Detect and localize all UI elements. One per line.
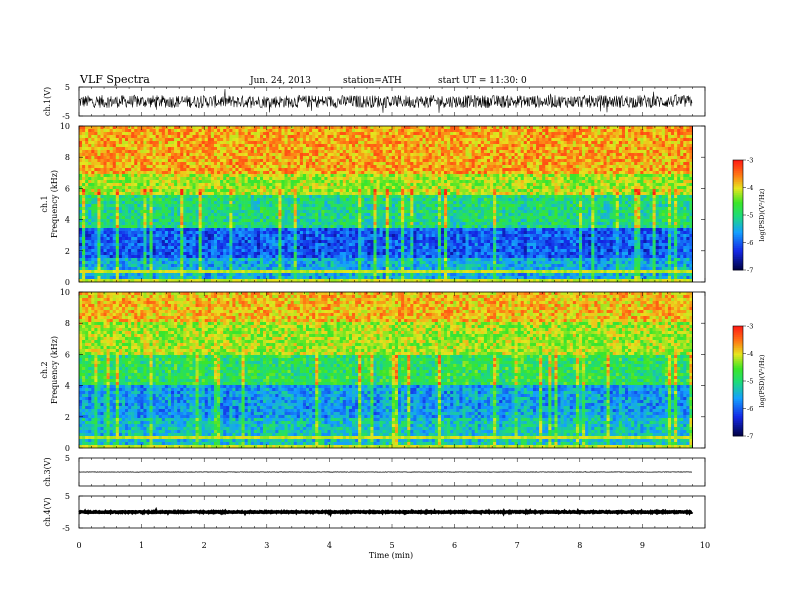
ch1-spectrogram-panel: 0 2 4 6 8 10 ch.1 Frequency (kHz) [40, 122, 706, 287]
time-tick-label: 0 [76, 541, 81, 550]
ch1-spectrogram-colorbar-label: log(PSD)(V²/Hz) [758, 188, 766, 241]
ch1-waveform-ytick: -5 [62, 112, 70, 121]
ch2-spectrogram-colorbar-tick: -6 [747, 405, 753, 413]
ch2-spectrogram-colorbar-tick: -3 [747, 323, 753, 331]
ch2-spectrogram-ytick: 2 [65, 413, 70, 422]
ch2-spectrogram-ylabel-frequency: Frequency (kHz) [50, 336, 59, 404]
ch1-spectrogram-colorbar-tick: -3 [747, 157, 753, 165]
time-axis: 0 1 2 3 4 5 6 7 8 9 10 [76, 541, 710, 550]
ch4-waveform-panel: 5 -5 ch.4(V) [43, 492, 706, 533]
time-tick-label: 4 [327, 541, 332, 550]
ch2-spectrogram-ytick: 4 [65, 382, 70, 391]
ch1-spectrogram-ytick: 10 [60, 122, 70, 131]
ch1-spectrogram-ylabel-frequency: Frequency (kHz) [50, 170, 59, 238]
ch1-spectrogram-ytick: 2 [65, 247, 70, 256]
ch4-waveform-ytick: 5 [65, 492, 70, 501]
time-tick-label: 2 [202, 541, 207, 550]
ch1-spectrogram-ytick: 0 [65, 278, 70, 287]
station-label: station=ATH [343, 76, 402, 86]
ch1-spectrogram-ytick: 8 [65, 153, 70, 162]
ch1-waveform-trace [78, 88, 693, 113]
ch2-spectrogram-panel: 0 2 4 6 8 10 ch.2 Frequency (kHz) [40, 288, 706, 453]
figure-title: VLF Spectra [79, 73, 150, 86]
ch2-spectrogram-ytick: 0 [65, 444, 70, 453]
ch1-spectrogram-ytick: 6 [65, 184, 70, 193]
ch2-spectrogram-ytick: 6 [65, 350, 70, 359]
ch2-spectrogram-colorbar-tick: -7 [747, 433, 753, 441]
ch3-waveform-ytick: 5 [65, 454, 70, 463]
ch4-waveform-ylabel: ch.4(V) [43, 497, 52, 526]
ch2-spectrogram-colorbar-tick: -4 [747, 350, 753, 358]
ch1-waveform-panel: 5 -5 ch.1(V) [43, 83, 706, 121]
time-tick-label: 8 [577, 541, 582, 550]
ch4-waveform-ytick: -5 [62, 524, 70, 533]
colorbars: -3 -4 -5 -6 -7 log(PSD)(V²/Hz) -3 -4 -5 -6 -7 log(P… [732, 157, 766, 441]
ch1-spectrogram-ylabel-channel: ch.1 [40, 195, 49, 212]
date-label: Jun. 24, 2013 [249, 76, 311, 86]
ch1-spectrogram-colorbar-tick: -5 [747, 212, 753, 220]
ch2-spectrogram-ytick: 8 [65, 319, 70, 328]
ch2-spectrogram-colorbar-label: log(PSD)(V²/Hz) [758, 354, 766, 407]
ch4-waveform-trace [78, 506, 694, 518]
ch1-spectrogram-colorbar-tick: -4 [747, 184, 753, 192]
ch3-waveform-trace [79, 471, 692, 473]
time-tick-label: 7 [515, 541, 520, 550]
ch1-spectrogram-ytick: 4 [65, 216, 70, 225]
ch2-spectrogram-ylabel-channel: ch.2 [40, 361, 49, 378]
ch3-waveform-panel: 5 ch.3(V) [43, 454, 706, 487]
ch1-spectrogram-colorbar-tick: -7 [747, 267, 753, 275]
time-tick-label: 6 [452, 541, 457, 550]
time-tick-label: 9 [640, 541, 645, 550]
ch3-waveform-ylabel: ch.3(V) [43, 457, 52, 486]
time-tick-label: 1 [139, 541, 144, 550]
time-tick-label: 3 [264, 541, 269, 550]
start-time-label: start UT = 11:30: 0 [438, 76, 527, 86]
time-tick-label: 10 [700, 541, 710, 550]
ch1-waveform-ytick: 5 [65, 83, 70, 92]
ch1-waveform-ylabel: ch.1(V) [43, 87, 52, 116]
x-axis-label: Time (min) [369, 551, 413, 560]
ch2-spectrogram-colorbar-tick: -5 [747, 378, 753, 386]
ch1-spectrogram-colorbar-tick: -6 [747, 239, 753, 247]
time-tick-label: 5 [389, 541, 394, 550]
ch2-spectrogram-ytick: 10 [60, 288, 70, 297]
